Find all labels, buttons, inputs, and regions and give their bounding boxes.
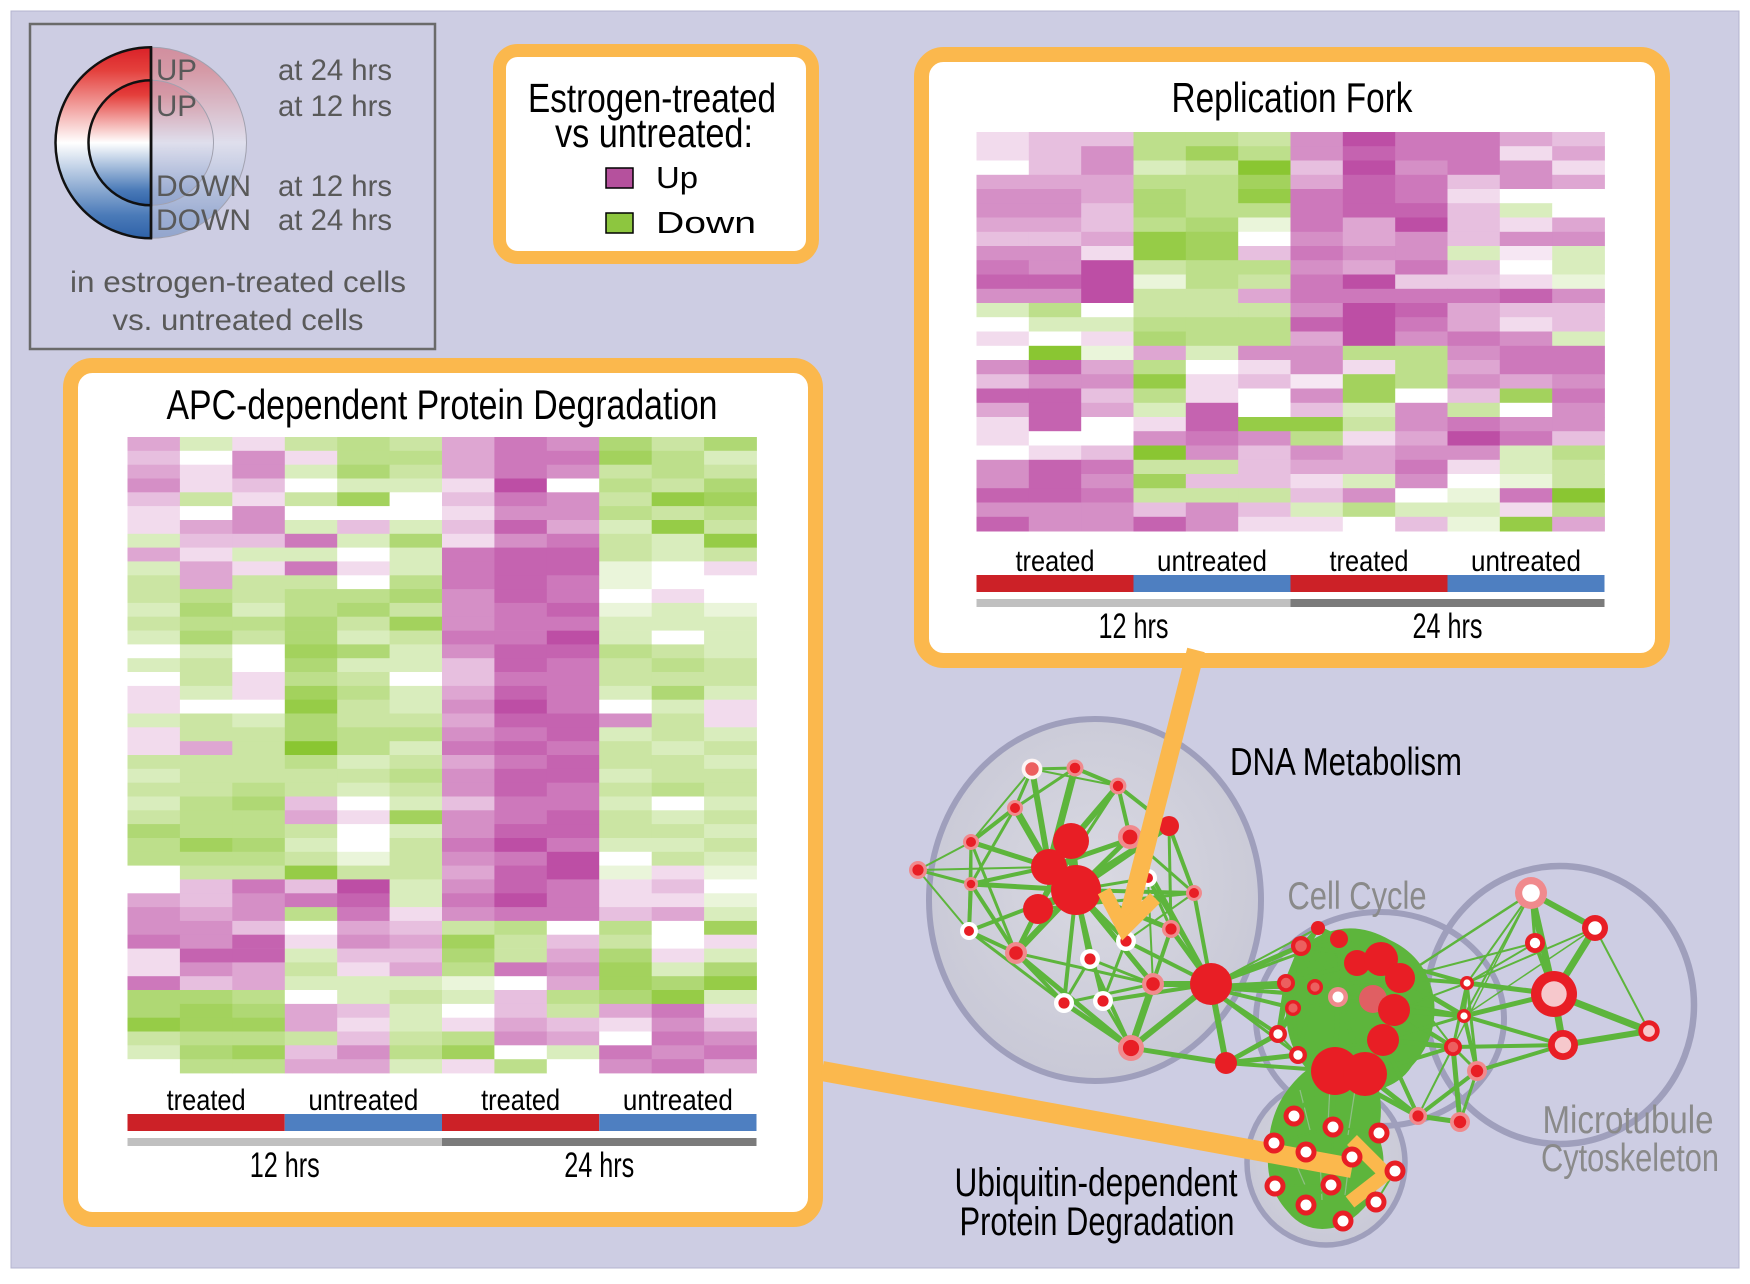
svg-text:Microtubule: Microtubule [1543, 1099, 1714, 1142]
svg-text:Estrogen-treated: Estrogen-treated [528, 75, 776, 121]
svg-text:Down: Down [656, 205, 756, 240]
svg-text:treated: treated [1016, 545, 1095, 578]
svg-text:at 24 hrs: at 24 hrs [278, 54, 392, 87]
svg-text:untreated: untreated [1157, 545, 1267, 578]
svg-text:DOWN: DOWN [156, 204, 251, 237]
svg-text:12 hrs: 12 hrs [1099, 607, 1169, 646]
svg-text:in estrogen-treated cells: in estrogen-treated cells [70, 266, 406, 299]
svg-text:Protein Degradation: Protein Degradation [960, 1200, 1235, 1244]
svg-text:Replication Fork: Replication Fork [1172, 74, 1414, 121]
svg-text:at 12 hrs: at 12 hrs [278, 170, 392, 203]
svg-text:UP: UP [156, 90, 197, 123]
svg-text:untreated: untreated [1471, 545, 1581, 578]
svg-text:12 hrs: 12 hrs [250, 1146, 320, 1185]
svg-text:treated: treated [167, 1084, 246, 1117]
svg-text:24 hrs: 24 hrs [1413, 607, 1483, 646]
svg-text:UP: UP [156, 54, 197, 87]
svg-text:untreated: untreated [623, 1084, 733, 1117]
svg-text:Cell Cycle: Cell Cycle [1288, 875, 1427, 918]
svg-text:Cytoskeleton: Cytoskeleton [1541, 1137, 1719, 1180]
svg-text:vs. untreated cells: vs. untreated cells [113, 304, 364, 337]
svg-text:24 hrs: 24 hrs [564, 1146, 634, 1185]
svg-text:Up: Up [656, 160, 698, 195]
svg-text:APC-dependent Protein Degradat: APC-dependent Protein Degradation [167, 381, 718, 428]
svg-text:at 12 hrs: at 12 hrs [278, 90, 392, 123]
svg-text:DNA Metabolism: DNA Metabolism [1230, 741, 1462, 784]
svg-text:Ubiquitin-dependent: Ubiquitin-dependent [955, 1161, 1238, 1205]
svg-text:treated: treated [481, 1084, 560, 1117]
svg-text:treated: treated [1330, 545, 1409, 578]
svg-text:untreated: untreated [308, 1084, 418, 1117]
svg-text:DOWN: DOWN [156, 170, 251, 203]
svg-text:at 24 hrs: at 24 hrs [278, 204, 392, 237]
svg-text:vs untreated:: vs untreated: [555, 110, 753, 156]
